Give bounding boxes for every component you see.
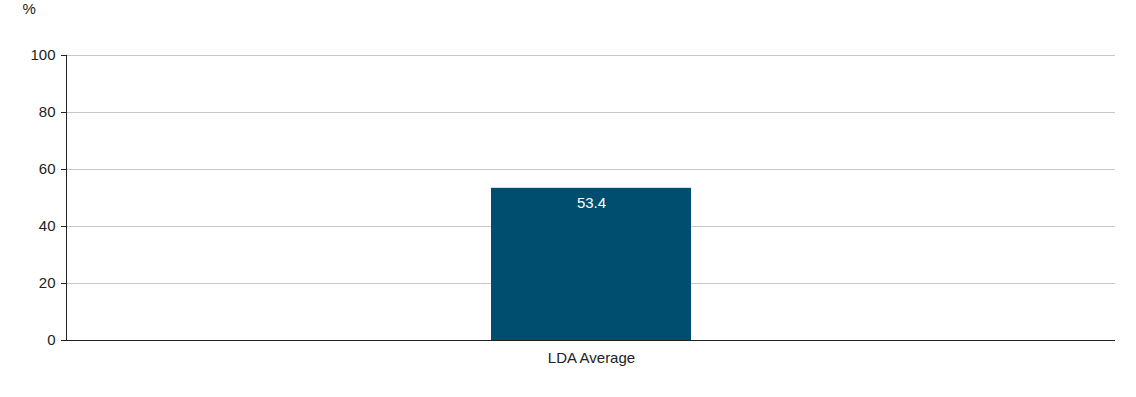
svg-text:100: 100 <box>30 46 55 63</box>
svg-text:53.4: 53.4 <box>577 194 606 211</box>
svg-text:60: 60 <box>39 160 56 177</box>
svg-text:40: 40 <box>39 217 56 234</box>
svg-text:%: % <box>23 0 36 17</box>
svg-text:20: 20 <box>39 274 56 291</box>
svg-text:LDA Average: LDA Average <box>548 349 635 366</box>
svg-text:0: 0 <box>47 331 55 348</box>
svg-text:80: 80 <box>39 103 56 120</box>
